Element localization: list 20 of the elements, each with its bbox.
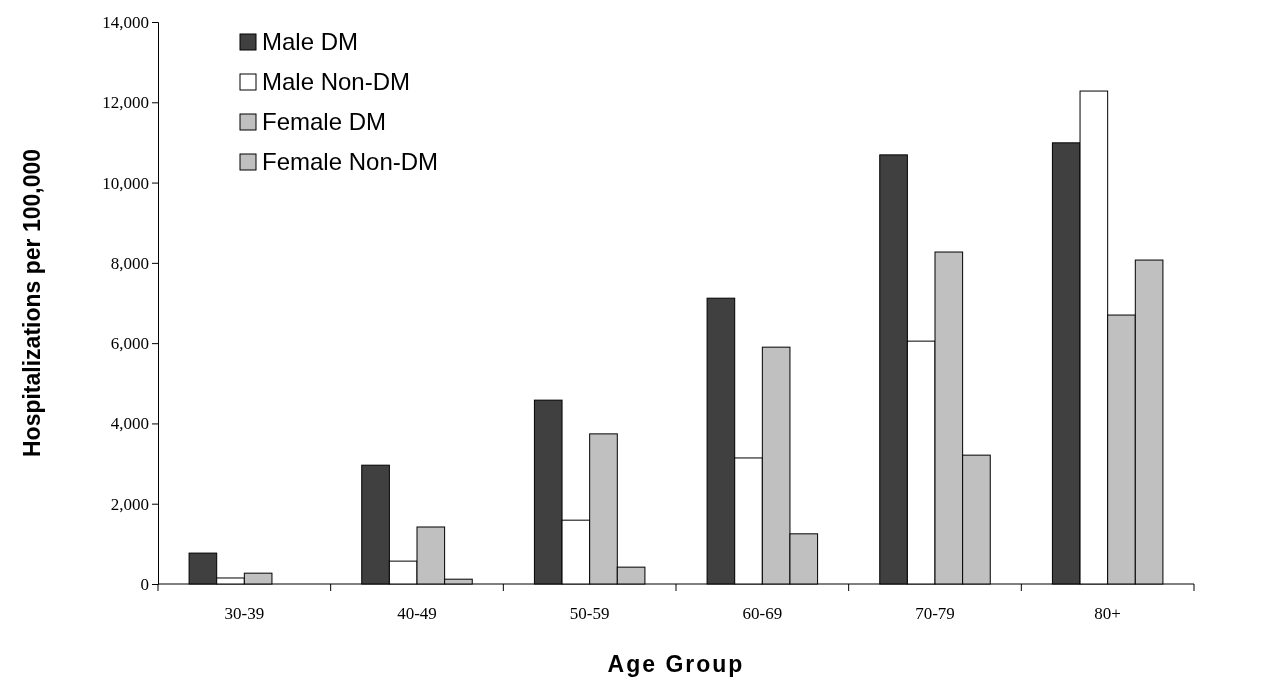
x-tick-label: 30-39 [224,604,265,623]
legend-label: Male Non-DM [262,68,411,95]
x-tick-label: 80+ [1094,604,1121,623]
y-tick-label: 0 [140,574,149,594]
x-axis-title: Age Group [607,651,745,677]
x-tick-label: 60-69 [742,604,783,623]
y-tick-label: 6,000 [110,334,149,354]
y-tick-label: 12,000 [102,93,149,113]
y-axis-title: Hospitalizations per 100,000 [19,148,45,458]
x-tick-label: 40-49 [397,604,437,623]
y-tick-label: 8,000 [110,253,149,273]
x-tick-label: 50-59 [569,604,610,623]
y-tick-label: 14,000 [102,12,149,32]
y-tick-label: 4,000 [110,414,149,434]
legend-label: Male DM [262,28,359,55]
legend-label: Female Non-DM [262,148,439,175]
y-tick-label: 2,000 [110,494,149,514]
legend-label: Female DM [262,108,387,135]
y-tick-label: 10,000 [102,173,149,193]
x-tick-label: 70-79 [915,604,955,623]
